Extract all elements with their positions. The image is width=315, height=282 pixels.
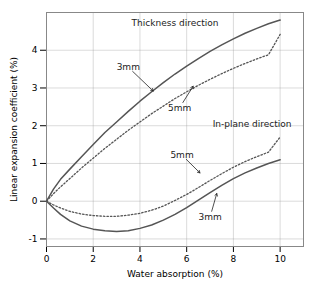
svg-text:Thickness direction: Thickness direction xyxy=(131,18,219,28)
svg-text:-1: -1 xyxy=(29,234,38,244)
svg-text:In-plane direction: In-plane direction xyxy=(213,119,292,129)
svg-text:3: 3 xyxy=(32,83,38,93)
svg-text:6: 6 xyxy=(184,254,190,264)
svg-text:4: 4 xyxy=(32,45,38,55)
svg-text:5mm: 5mm xyxy=(170,150,193,160)
svg-text:0: 0 xyxy=(32,196,38,206)
svg-text:4: 4 xyxy=(137,254,143,264)
svg-text:0: 0 xyxy=(44,254,50,264)
svg-text:2: 2 xyxy=(32,121,38,131)
svg-text:3mm: 3mm xyxy=(198,212,221,222)
svg-text:Water absorption (%): Water absorption (%) xyxy=(127,269,223,279)
svg-text:5mm: 5mm xyxy=(168,102,191,112)
svg-text:10: 10 xyxy=(274,254,286,264)
svg-text:1: 1 xyxy=(32,158,38,168)
svg-text:Linear expansion coefficient (: Linear expansion coefficient (%) xyxy=(9,57,19,202)
svg-text:8: 8 xyxy=(231,254,237,264)
svg-text:3mm: 3mm xyxy=(117,62,140,72)
svg-text:2: 2 xyxy=(90,254,96,264)
